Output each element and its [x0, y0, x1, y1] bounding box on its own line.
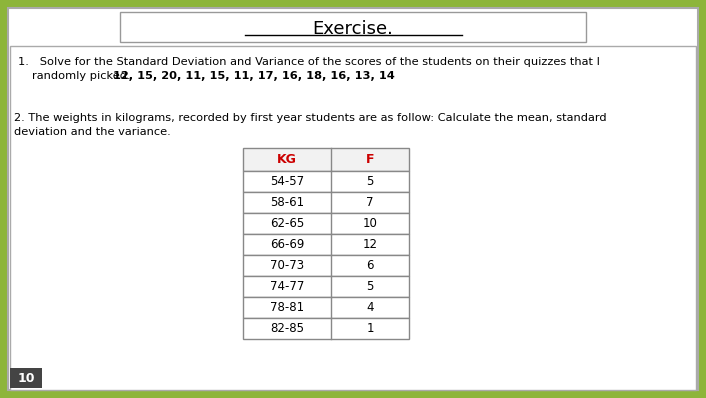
- Text: 1.   Solve for the Standard Deviation and Variance of the scores of the students: 1. Solve for the Standard Deviation and …: [18, 57, 600, 67]
- Text: 12: 12: [362, 238, 378, 251]
- FancyBboxPatch shape: [243, 297, 409, 318]
- Text: 66-69: 66-69: [270, 238, 304, 251]
- Text: 82-85: 82-85: [270, 322, 304, 335]
- Text: 10: 10: [17, 371, 35, 384]
- Text: 58-61: 58-61: [270, 196, 304, 209]
- FancyBboxPatch shape: [243, 213, 409, 234]
- Text: 6: 6: [366, 259, 373, 272]
- Text: F: F: [366, 153, 374, 166]
- FancyBboxPatch shape: [243, 148, 409, 171]
- Text: 70-73: 70-73: [270, 259, 304, 272]
- FancyBboxPatch shape: [243, 276, 409, 297]
- FancyBboxPatch shape: [243, 192, 409, 213]
- Text: 62-65: 62-65: [270, 217, 304, 230]
- FancyBboxPatch shape: [243, 234, 409, 255]
- Text: 2. The weights in kilograms, recorded by first year students are as follow: Calc: 2. The weights in kilograms, recorded by…: [14, 113, 606, 123]
- Text: KG: KG: [277, 153, 297, 166]
- Text: 12, 15, 20, 11, 15, 11, 17, 16, 18, 16, 13, 14: 12, 15, 20, 11, 15, 11, 17, 16, 18, 16, …: [113, 71, 395, 81]
- FancyBboxPatch shape: [243, 171, 409, 192]
- Text: 54-57: 54-57: [270, 175, 304, 188]
- Text: Exercise.: Exercise.: [313, 20, 393, 38]
- Text: 5: 5: [366, 175, 373, 188]
- Text: 74-77: 74-77: [270, 280, 304, 293]
- FancyBboxPatch shape: [10, 368, 42, 388]
- Text: 4: 4: [366, 301, 373, 314]
- FancyBboxPatch shape: [10, 46, 696, 390]
- Text: deviation and the variance.: deviation and the variance.: [14, 127, 171, 137]
- FancyBboxPatch shape: [8, 8, 698, 390]
- Text: 1: 1: [366, 322, 373, 335]
- FancyBboxPatch shape: [120, 12, 586, 42]
- Text: randomly picked.: randomly picked.: [32, 71, 138, 81]
- Text: 5: 5: [366, 280, 373, 293]
- FancyBboxPatch shape: [243, 255, 409, 276]
- Text: 10: 10: [363, 217, 378, 230]
- Text: 7: 7: [366, 196, 373, 209]
- Text: 78-81: 78-81: [270, 301, 304, 314]
- FancyBboxPatch shape: [243, 318, 409, 339]
